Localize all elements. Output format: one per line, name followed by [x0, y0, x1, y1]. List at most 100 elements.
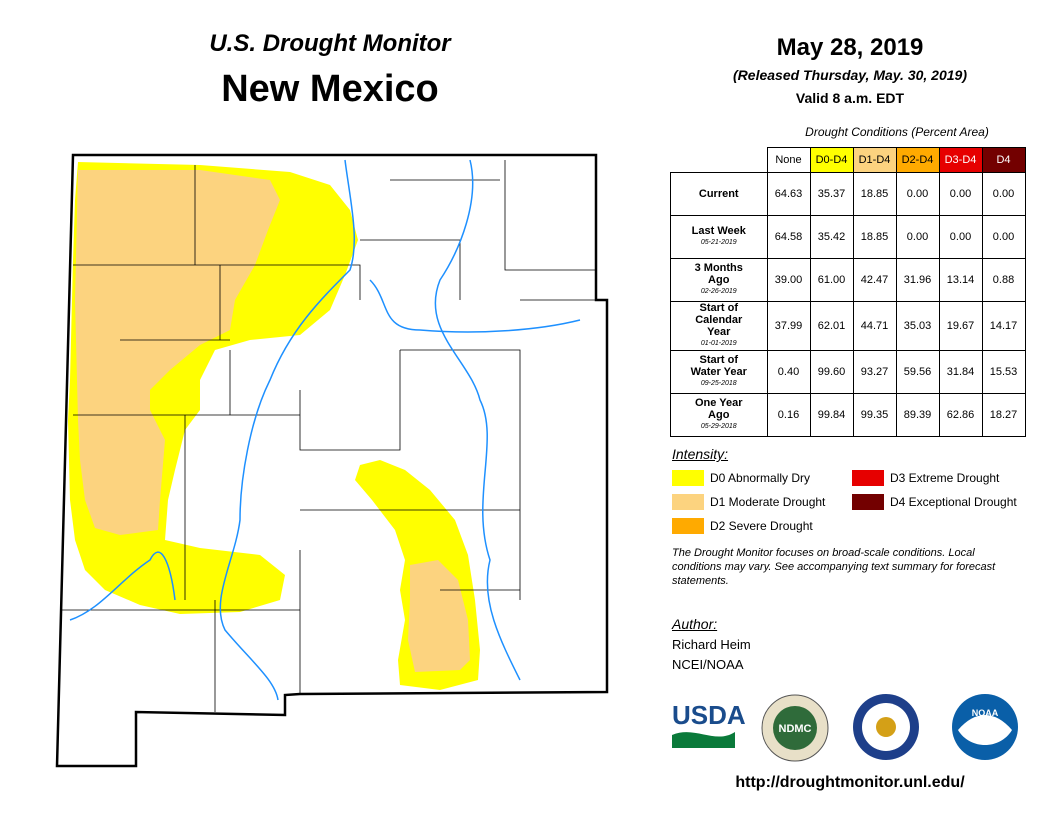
cell: 18.85	[852, 214, 897, 259]
cell: 0.00	[895, 214, 940, 259]
row-name: Current	[698, 187, 739, 200]
row-label: Current	[670, 171, 768, 216]
row-name: Start of Water Year	[690, 353, 747, 378]
logos: USDA NDMC NOAA	[672, 694, 1018, 762]
table-row: Current 64.63 35.37 18.85 0.00 0.00 0.00	[670, 171, 1026, 216]
author-org: NCEI/NOAA	[672, 657, 744, 672]
table-caption: Drought Conditions (Percent Area)	[805, 125, 989, 139]
column-header: D2-D4	[895, 147, 940, 173]
cell: 14.17	[981, 300, 1026, 351]
cell: 0.00	[938, 171, 983, 216]
usda-swoosh	[672, 732, 735, 748]
table-row: Start of Water Year 09-25-2018 0.40 99.60 93…	[670, 349, 1026, 394]
legend-swatch	[852, 470, 884, 486]
header-row: None D0-D4 D1-D4 D2-D4 D3-D4 D4	[671, 147, 1026, 173]
cell: 0.00	[895, 171, 940, 216]
cell: 0.16	[766, 392, 811, 437]
cell: 62.86	[938, 392, 983, 437]
cell: 89.39	[895, 392, 940, 437]
valid: Valid 8 a.m. EDT	[795, 90, 905, 106]
author-name: Richard Heim	[672, 637, 751, 652]
cell: 0.00	[938, 214, 983, 259]
row-label: Last Week 05-21-2019	[670, 214, 768, 259]
state-border	[55, 153, 609, 768]
legend-label: D2 Severe Drought	[710, 519, 813, 533]
row-name: 3 Months Ago	[694, 261, 743, 286]
date: May 28, 2019	[776, 34, 924, 61]
cell: 35.37	[809, 171, 854, 216]
ndmc-text: NDMC	[779, 723, 812, 735]
row-date: 09-25-2018	[700, 379, 737, 387]
note: The Drought Monitor focuses on broad-sca…	[672, 547, 996, 587]
cell: 39.00	[766, 257, 811, 302]
legend-label: D1 Moderate Drought	[710, 495, 826, 509]
author-heading: Author:	[672, 616, 718, 632]
cell: 99.60	[809, 349, 854, 394]
cell: 64.63	[766, 171, 811, 216]
cell: 44.71	[852, 300, 897, 351]
legend-swatch	[672, 494, 704, 510]
row-name: One Year Ago	[695, 396, 743, 421]
rivers	[69, 159, 581, 701]
table-row: One Year Ago 05-29-2018 0.16 99.84 99.35 89.3…	[670, 392, 1026, 437]
legend-swatch	[672, 518, 704, 534]
cell: 35.03	[895, 300, 940, 351]
row-date: 05-21-2019	[700, 238, 737, 246]
column-header: D3-D4	[938, 147, 983, 173]
cell: 59.56	[895, 349, 940, 394]
column-header: D4	[981, 147, 1026, 173]
cell: 99.35	[852, 392, 897, 437]
corner	[671, 148, 768, 173]
url: http://droughtmonitor.unl.edu/	[735, 774, 965, 791]
column-header: D1-D4	[852, 147, 897, 173]
cell: 18.27	[981, 392, 1026, 437]
cell: 15.53	[981, 349, 1026, 394]
row-label: One Year Ago 05-29-2018	[670, 392, 768, 437]
subtitle: U.S. Drought Monitor	[209, 30, 451, 57]
row-name: Start of Calendar Year	[695, 301, 743, 338]
legend-label: D0 Abnormally Dry	[710, 471, 811, 485]
legend-label: D4 Exceptional Drought	[890, 495, 1017, 509]
table-row: 3 Months Ago 02-26-2019 39.00 61.00 42.47 31.…	[670, 257, 1026, 302]
d1-area	[75, 170, 280, 535]
table-row: Start of Calendar Year 01-01-2019 37.99 62.…	[670, 300, 1026, 351]
table-row: Last Week 05-21-2019 64.58 35.42 18.85 0.00 0.…	[670, 214, 1026, 259]
cell: 93.27	[852, 349, 897, 394]
commerce-eagle	[876, 717, 896, 737]
row-date: 02-26-2019	[700, 287, 737, 295]
d1-area	[408, 560, 470, 672]
row-date: 05-29-2018	[700, 422, 737, 430]
row-date: 01-01-2019	[700, 339, 737, 347]
conditions-table: None D0-D4 D1-D4 D2-D4 D3-D4 D4 Current 64.63 35…	[670, 147, 1026, 437]
usda-logo: USDA	[672, 700, 746, 730]
noaa-text: NOAA	[972, 708, 999, 718]
row-label: 3 Months Ago 02-26-2019	[670, 257, 768, 302]
cell: 0.40	[766, 349, 811, 394]
cell: 99.84	[809, 392, 854, 437]
cell: 64.58	[766, 214, 811, 259]
map	[55, 153, 609, 768]
column-header: None	[766, 147, 811, 173]
row-name: Last Week	[691, 224, 746, 237]
cell: 18.85	[852, 171, 897, 216]
column-header: D0-D4	[809, 147, 854, 173]
legend-swatch	[852, 494, 884, 510]
cell: 0.00	[981, 171, 1026, 216]
cell: 61.00	[809, 257, 854, 302]
cell: 35.42	[809, 214, 854, 259]
title: New Mexico	[221, 68, 439, 110]
legend-label: D3 Extreme Drought	[890, 471, 1000, 485]
cell: 37.99	[766, 300, 811, 351]
legend-title: Intensity:	[672, 446, 729, 462]
cell: 31.84	[938, 349, 983, 394]
legend-swatch	[672, 470, 704, 486]
cell: 13.14	[938, 257, 983, 302]
row-label: Start of Calendar Year 01-01-2019	[670, 300, 768, 351]
noaa-bird	[958, 715, 1012, 745]
cell: 42.47	[852, 257, 897, 302]
cell: 0.88	[981, 257, 1026, 302]
cell: 31.96	[895, 257, 940, 302]
cell: 19.67	[938, 300, 983, 351]
released: (Released Thursday, May. 30, 2019)	[733, 67, 967, 83]
